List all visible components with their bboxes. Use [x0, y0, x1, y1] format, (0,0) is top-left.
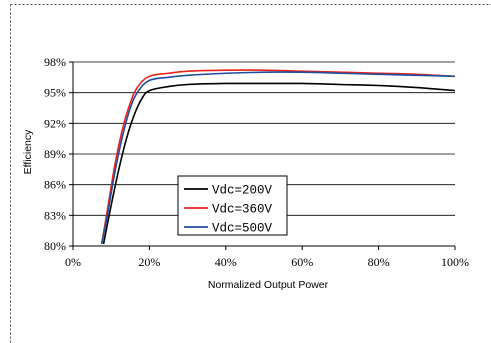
y-tick-label: 89% [44, 147, 66, 161]
series-lines [100, 69, 456, 245]
series-line-vdc-500v [100, 71, 456, 245]
y-tick-label: 95% [44, 86, 66, 100]
legend-label: Vdc=500V [212, 222, 273, 236]
x-tick-label: 0% [65, 255, 81, 269]
legend-label: Vdc=200V [212, 184, 273, 198]
y-tick-labels: 80% 83% 86% 89% 92% 95% 98% [44, 55, 66, 253]
series-line-vdc-360v [100, 69, 456, 245]
y-tick-label: 83% [44, 208, 66, 222]
y-tick-label: 86% [44, 178, 66, 192]
x-tick-labels: 0% 20% 40% 60% 80% 100% [65, 255, 469, 269]
x-tick-label: 60% [291, 255, 313, 269]
series-line-vdc-200v [102, 82, 456, 245]
x-tick-label: 20% [138, 255, 160, 269]
y-axis-label: Efficiency [22, 129, 34, 174]
x-tick-label: 40% [215, 255, 237, 269]
legend-box [177, 175, 288, 236]
legend-label: Vdc=360V [212, 203, 273, 217]
x-axis-label: Normalized Output Power [208, 279, 329, 291]
x-tick-label: 80% [368, 255, 390, 269]
legend: Vdc=200V Vdc=360V Vdc=500V [177, 175, 288, 236]
x-tick-label: 100% [441, 255, 469, 269]
y-tick-label: 98% [44, 55, 66, 69]
axes [69, 61, 456, 250]
y-tick-label: 92% [44, 116, 66, 130]
y-tick-label: 80% [44, 239, 66, 253]
